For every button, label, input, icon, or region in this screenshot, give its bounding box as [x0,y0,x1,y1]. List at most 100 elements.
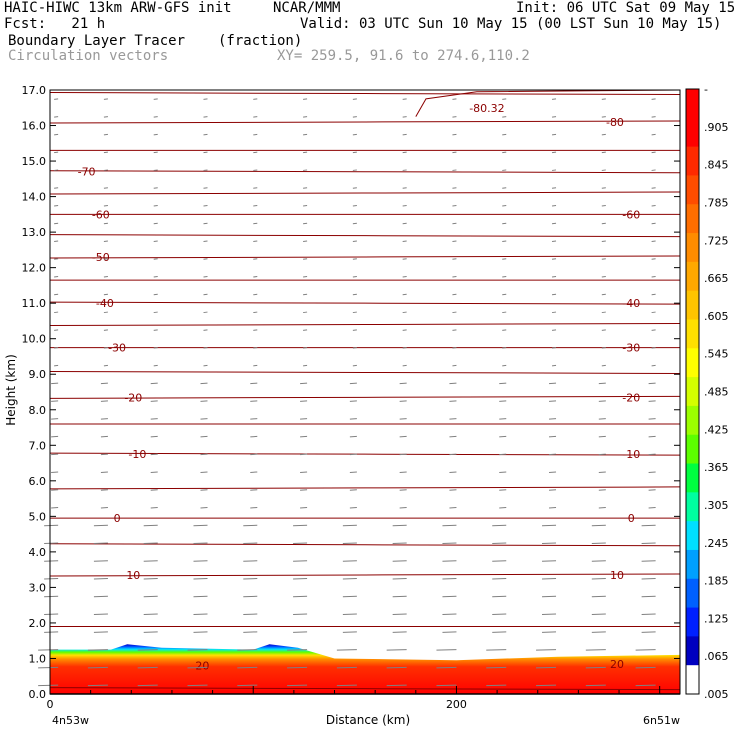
circulation-vector [402,204,407,207]
circulation-vector [502,329,507,331]
circulation-vector [193,542,208,544]
colorbar-swatch [686,636,699,666]
colorbar-swatch [686,233,699,263]
circulation-vector [100,489,108,491]
circulation-vector [442,578,457,580]
circulation-vector [103,133,108,136]
isotherm-label: 20 [610,658,624,671]
circulation-vector [253,133,258,136]
circulation-vector [551,133,557,136]
circulation-vector [442,524,457,527]
circulation-vector [392,560,407,562]
circulation-vector [150,435,158,438]
circulation-vector [452,276,457,278]
isotherm-label: -40 [96,297,114,310]
org-label: NCAR/MMM [273,0,341,16]
circulation-vector [100,400,108,402]
colorbar-label: .485 [704,386,729,399]
circulation-vector [253,116,258,118]
colorbar-swatch [686,607,699,637]
circulation-vector [651,204,656,207]
isotherm-line [49,395,681,399]
circulation-vector [93,578,108,580]
vector-legend: Circulation vectors [8,48,169,64]
isotherm-label: -80.32 [469,102,504,115]
circulation-vector [253,169,258,171]
isotherm-line [415,89,681,117]
circulation-vector [143,560,158,562]
circulation-vector [103,240,108,242]
circulation-vector [492,542,507,544]
isotherm-line [49,255,681,259]
circulation-vector [87,684,108,687]
circulation-vector [542,542,557,544]
circulation-vector [303,258,308,260]
circulation-vector [402,222,407,225]
colorbar-label: .545 [704,348,729,361]
circulation-vector [51,471,59,473]
circulation-vector [499,435,507,438]
circulation-vector [38,684,59,687]
circulation-vector [449,471,457,473]
circulation-vector [436,649,457,651]
circulation-vector [598,435,606,438]
isotherm-line [49,543,681,547]
colorbar-swatch [686,578,699,609]
circulation-vector [601,364,606,367]
isotherm-label: 10 [610,569,624,582]
circulation-vector [153,276,158,278]
circulation-vector [243,524,258,527]
circulation-vector [93,595,108,598]
y-tick-label: 2.0 [29,617,47,630]
circulation-vector [103,204,108,207]
circulation-vector [54,222,59,225]
circulation-vector [585,684,606,687]
circulation-vector [399,489,407,491]
circulation-vector [399,400,407,402]
circulation-vector [300,489,308,491]
circulation-vector [54,293,59,296]
circulation-vector [492,595,507,598]
circulation-vector [452,98,457,100]
circulation-vector [293,613,308,616]
circulation-vector [253,347,258,349]
circulation-vector [153,133,158,136]
circulation-vector [203,204,208,207]
x-endpoint-left: 4n53w [52,714,89,727]
circulation-vector [100,453,108,456]
circulation-vector [203,276,208,278]
circulation-vector [203,116,208,118]
circulation-vector [143,613,158,616]
circulation-vector [200,506,208,509]
circulation-vector [153,204,158,207]
x-tick-label: 200 [446,698,467,711]
circulation-vector [601,240,606,242]
isotherm-label: -50 [92,251,110,264]
colorbar-swatch [686,463,699,493]
circulation-vector [303,329,308,331]
circulation-vector [193,613,208,616]
colorbar-label: .665 [704,272,729,285]
colorbar-label: .905 [704,121,729,134]
colorbar-swatch [686,434,699,465]
circulation-vector [551,222,557,225]
cross-section-coords: XY= 259.5, 91.6 to 274.6,110.2 [277,48,530,64]
circulation-vector [551,364,557,367]
circulation-vector [243,595,258,598]
circulation-vector [336,649,357,651]
circulation-vector [641,631,656,633]
y-tick-label: 10.0 [22,333,47,346]
circulation-vector [103,258,108,260]
circulation-vector [303,293,308,296]
circulation-vector [399,382,407,385]
circulation-vector [103,116,108,118]
circulation-vector [303,116,308,118]
circulation-vector [349,382,357,385]
circulation-vector [591,595,606,598]
circulation-vector [293,631,308,633]
circulation-vector [203,151,208,154]
circulation-vector [342,578,357,580]
y-axis-title: Height (km) [4,354,18,425]
circulation-vector [648,418,656,420]
circulation-vector [651,364,656,367]
